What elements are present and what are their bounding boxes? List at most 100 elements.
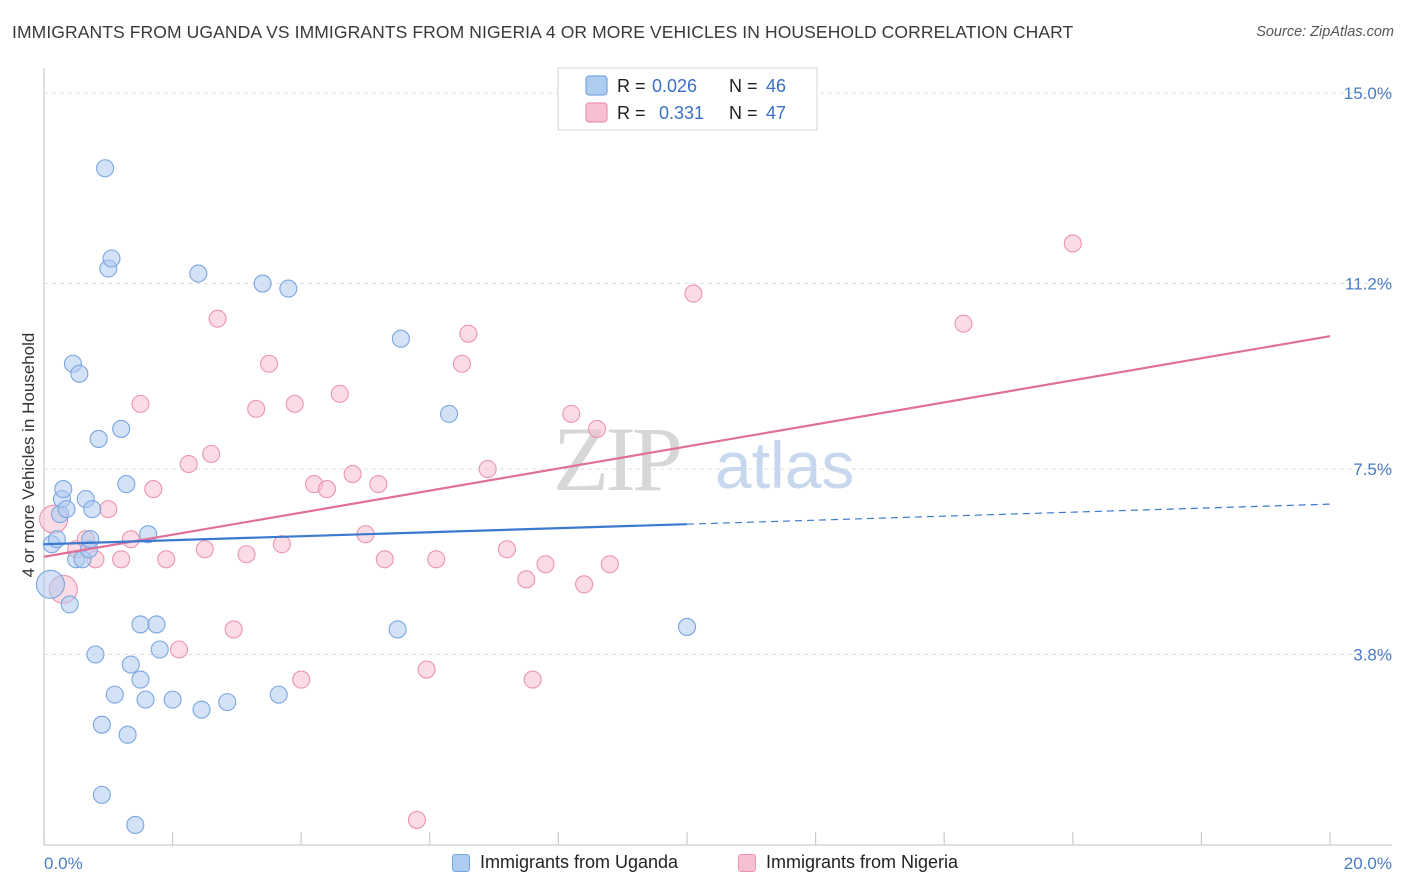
y-tick-label-3-8: 3.8% bbox=[1353, 646, 1392, 665]
uganda-point bbox=[677, 617, 697, 636]
nigeria-point bbox=[247, 399, 266, 418]
uganda-point bbox=[131, 670, 150, 689]
uganda-point bbox=[126, 815, 145, 834]
uganda-point bbox=[81, 530, 100, 549]
legend-swatch-nigeria bbox=[585, 102, 608, 123]
uganda-point bbox=[189, 264, 208, 283]
legend-swatch-uganda bbox=[585, 75, 608, 96]
nigeria-point bbox=[369, 475, 388, 494]
uganda-point bbox=[47, 530, 66, 549]
nigeria-point bbox=[600, 555, 619, 574]
uganda-point bbox=[70, 364, 89, 383]
uganda-point bbox=[391, 329, 410, 348]
grid-lines bbox=[44, 92, 1392, 656]
nigeria-point bbox=[179, 454, 198, 474]
uganda-points bbox=[35, 159, 697, 834]
uganda-point bbox=[253, 274, 272, 293]
uganda-point bbox=[89, 429, 108, 449]
nigeria-point bbox=[259, 354, 279, 373]
trend-lines bbox=[43, 335, 1331, 558]
nigeria-point bbox=[131, 394, 150, 413]
uganda-point bbox=[121, 655, 140, 674]
uganda-point bbox=[83, 500, 102, 519]
uganda-trend-line bbox=[43, 523, 688, 546]
nigeria-point bbox=[587, 419, 607, 438]
nigeria-point bbox=[478, 459, 497, 479]
nigeria-point bbox=[343, 464, 362, 484]
watermark-atlas: atlas bbox=[715, 428, 854, 502]
uganda-point bbox=[163, 690, 182, 709]
legend-r-label-nigeria: R = bbox=[617, 103, 646, 123]
nigeria-point bbox=[562, 404, 581, 423]
nigeria-trend-line bbox=[43, 335, 1331, 558]
legend-n-label-nigeria: N = bbox=[729, 103, 758, 123]
legend-label-uganda: Immigrants from Uganda bbox=[480, 852, 679, 872]
nigeria-point bbox=[517, 570, 536, 589]
nigeria-point bbox=[202, 444, 221, 464]
source-label: Source: ZipAtlas.com bbox=[1256, 24, 1394, 40]
uganda-point bbox=[86, 645, 105, 664]
y-axis-title: 4 or more Vehicles in Household bbox=[19, 333, 38, 578]
uganda-point bbox=[105, 685, 124, 704]
nigeria-point bbox=[285, 394, 304, 413]
uganda-point bbox=[192, 700, 211, 719]
uganda-point bbox=[92, 785, 111, 804]
uganda-point bbox=[131, 615, 150, 634]
uganda-point bbox=[388, 620, 407, 639]
uganda-point bbox=[117, 475, 136, 494]
uganda-point bbox=[136, 690, 155, 709]
nigeria-point bbox=[272, 535, 291, 554]
uganda-point bbox=[118, 725, 137, 744]
legend-n-value-uganda: 46 bbox=[766, 76, 786, 96]
uganda-point bbox=[218, 693, 237, 712]
y-tick-label-15-0: 15.0% bbox=[1344, 84, 1392, 103]
nigeria-point bbox=[523, 670, 542, 689]
nigeria-point bbox=[121, 530, 140, 549]
uganda-point bbox=[150, 640, 169, 659]
nigeria-point bbox=[954, 314, 973, 333]
legend-item-uganda: Immigrants from Uganda bbox=[452, 852, 678, 873]
uganda-point bbox=[147, 615, 166, 634]
nigeria-point bbox=[292, 670, 311, 689]
chart-title: IMMIGRANTS FROM UGANDA VS IMMIGRANTS FRO… bbox=[12, 22, 1074, 42]
uganda-point bbox=[440, 404, 459, 423]
nigeria-point bbox=[169, 640, 189, 659]
legend-r-label-uganda: R = bbox=[617, 76, 646, 96]
nigeria-point bbox=[684, 284, 703, 303]
legend-item-nigeria: Immigrants from Nigeria bbox=[738, 852, 958, 873]
nigeria-point bbox=[317, 480, 336, 499]
legend-swatch-uganda-bottom bbox=[452, 853, 470, 872]
uganda-point bbox=[54, 480, 73, 499]
y-tick-label-7-5: 7.5% bbox=[1353, 460, 1392, 479]
nigeria-point bbox=[459, 324, 478, 343]
uganda-point bbox=[279, 279, 298, 298]
uganda-point bbox=[92, 715, 111, 734]
nigeria-point bbox=[237, 545, 256, 564]
x-tick-label-min: 0.0% bbox=[44, 854, 83, 873]
legend-n-value-nigeria: 47 bbox=[766, 103, 786, 123]
nigeria-point bbox=[330, 384, 349, 403]
uganda-point bbox=[112, 419, 131, 438]
uganda-point bbox=[57, 500, 76, 519]
legend-swatch-nigeria-bottom bbox=[738, 853, 756, 872]
x-tick-label-max: 20.0% bbox=[1344, 854, 1392, 873]
legend-r-value-uganda: 0.026 bbox=[652, 76, 697, 96]
nigeria-point bbox=[497, 540, 517, 559]
uganda-point bbox=[60, 595, 79, 614]
stats-legend: R = 0.026 N = 46 R = 0.331 N = 47 bbox=[557, 67, 818, 131]
legend-label-nigeria: Immigrants from Nigeria bbox=[766, 852, 959, 872]
nigeria-point bbox=[427, 550, 446, 569]
nigeria-point bbox=[195, 540, 214, 559]
uganda-point bbox=[269, 685, 288, 704]
nigeria-point bbox=[375, 550, 394, 569]
uganda-point bbox=[35, 569, 65, 599]
y-tick-label-11-2: 11.2% bbox=[1345, 275, 1392, 294]
nigeria-point bbox=[1063, 234, 1082, 253]
nigeria-point bbox=[536, 555, 555, 574]
uganda-point bbox=[102, 249, 121, 268]
nigeria-point bbox=[157, 550, 176, 569]
nigeria-point bbox=[407, 810, 426, 829]
x-tick-marks bbox=[43, 832, 1331, 845]
legend-r-value-nigeria: 0.331 bbox=[659, 103, 704, 123]
